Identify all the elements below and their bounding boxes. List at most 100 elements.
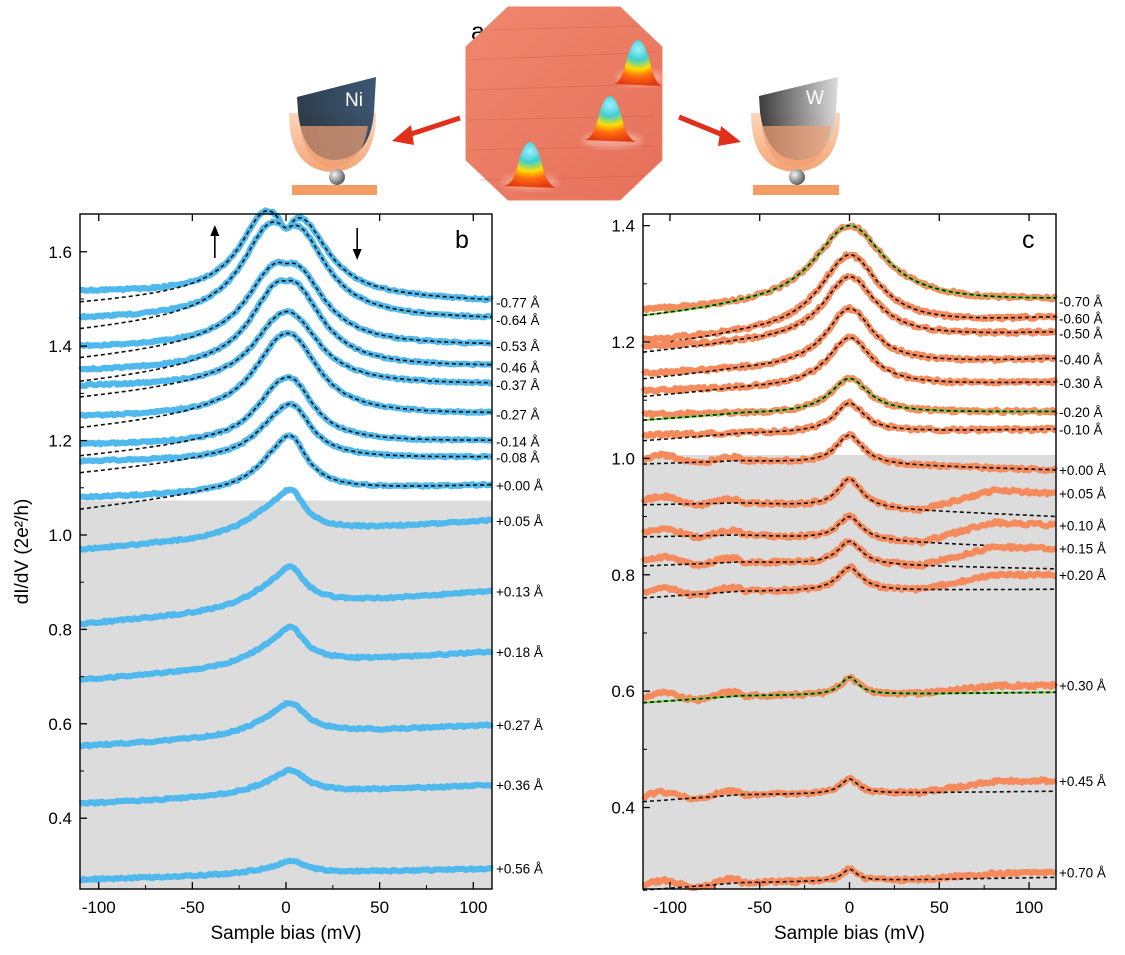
series-label-c-10: +0.15 Å xyxy=(1059,542,1106,557)
y-tick-label-c: 1.0 xyxy=(611,449,635,468)
adatom-peak-bottom xyxy=(504,142,556,188)
y-axis-title-b: dI/dV (2e²/h) xyxy=(12,499,33,605)
y-tick-label-b: 1.6 xyxy=(48,243,72,262)
substrate-right xyxy=(753,185,839,195)
y-tick-label-c: 1.4 xyxy=(611,217,635,236)
series-label-c-5: -0.20 Å xyxy=(1059,405,1103,420)
x-tick-label-b--50: -50 xyxy=(180,898,205,917)
curve-b-14 xyxy=(78,857,494,884)
series-label-c-1: -0.60 Å xyxy=(1059,312,1103,327)
y-tick-label-b: 1.0 xyxy=(48,526,72,545)
curve-c-8 xyxy=(640,476,1058,514)
series-label-c-9: +0.10 Å xyxy=(1059,518,1106,533)
y-tick-label-c: 0.4 xyxy=(611,799,635,818)
panel-b-chart: -0.77 Å -0.64 Å -0.53 Å -0.46 Å -0.37 Å -0.27… xyxy=(12,207,543,944)
y-tick-label-b: 0.4 xyxy=(48,809,72,828)
curve-b-11 xyxy=(78,623,494,684)
series-label-b-7: -0.08 Å xyxy=(496,451,540,466)
x-axis-title-b: Sample bias (mV) xyxy=(211,923,362,944)
curve-c-7 xyxy=(641,431,1059,475)
series-label-c-4: -0.30 Å xyxy=(1059,376,1103,391)
curve-b-12 xyxy=(78,700,495,750)
curve-b-0 xyxy=(78,207,494,304)
fit-c-4 xyxy=(642,336,1056,398)
series-label-c-13: +0.45 Å xyxy=(1059,774,1106,789)
x-tick-label-c-50: 50 xyxy=(930,898,949,917)
y-tick-label-c: 0.6 xyxy=(611,682,635,701)
series-label-b-2: -0.53 Å xyxy=(496,339,540,354)
series-label-c-8: +0.05 Å xyxy=(1059,486,1106,501)
series-label-b-14: +0.56 Å xyxy=(496,862,543,877)
curve-c-0 xyxy=(641,222,1059,314)
curve-c-13 xyxy=(641,775,1058,803)
y-tick-label-b: 0.6 xyxy=(48,715,72,734)
ni-tip-schematic: Ni xyxy=(289,77,461,195)
adatom-peak-top xyxy=(614,40,662,86)
curve-b-10 xyxy=(78,563,494,628)
series-label-b-10: +0.13 Å xyxy=(496,585,543,600)
series-label-b-13: +0.36 Å xyxy=(496,778,543,793)
x-tick-label-b--100: -100 xyxy=(82,898,116,917)
y-tick-label-b: 0.8 xyxy=(48,620,72,639)
ni-tip-label: Ni xyxy=(345,90,363,111)
x-tick-label-c-0: 0 xyxy=(845,898,854,917)
series-label-c-11: +0.20 Å xyxy=(1059,568,1106,583)
highlight-fit-c-5 xyxy=(642,377,1056,422)
fit-c-13 xyxy=(642,778,1056,803)
stm-topograph xyxy=(465,6,664,201)
series-label-b-5: -0.27 Å xyxy=(496,408,540,423)
adatom-peak-middle xyxy=(584,96,636,142)
curve-b-6 xyxy=(78,374,494,448)
shaded-region-b xyxy=(80,500,492,889)
x-tick-label-c--50: -50 xyxy=(747,898,772,917)
y-tick-label-c: 0.8 xyxy=(611,566,635,585)
x-tick-label-b-0: 0 xyxy=(281,898,290,917)
curve-c-9 xyxy=(640,512,1058,547)
panel-letter-c: c xyxy=(1022,226,1035,254)
series-label-c-7: +0.00 Å xyxy=(1059,463,1106,478)
fit-c-2 xyxy=(642,275,1056,353)
adatom-ball-left xyxy=(329,169,345,185)
fit-b-8 xyxy=(79,434,493,510)
fit-b-0 xyxy=(79,209,493,303)
series-label-b-0: -0.77 Å xyxy=(496,295,540,310)
series-label-b-8: +0.00 Å xyxy=(496,478,543,493)
curve-b-9 xyxy=(78,486,494,553)
series-label-c-14: +0.70 Å xyxy=(1059,866,1106,881)
y-tick-label-b: 1.2 xyxy=(48,432,72,451)
fit-b-1 xyxy=(79,221,492,330)
fit-c-0 xyxy=(642,224,1056,317)
series-label-b-4: -0.37 Å xyxy=(496,378,540,393)
curve-b-1 xyxy=(78,218,494,321)
y-tick-label-b: 1.4 xyxy=(48,337,72,356)
fit-c-6 xyxy=(642,402,1056,442)
adatom-ball-right xyxy=(789,169,805,185)
panel-letter-b: b xyxy=(455,226,469,254)
fit-c-3 xyxy=(642,307,1056,380)
curve-b-3 xyxy=(78,276,494,373)
x-tick-label-b-100: 100 xyxy=(459,898,487,917)
fit-b-2 xyxy=(79,261,493,359)
series-label-b-9: +0.05 Å xyxy=(496,514,543,529)
fit-c-12 xyxy=(642,676,1056,704)
substrate-left xyxy=(292,185,377,195)
series-label-b-11: +0.18 Å xyxy=(496,645,543,660)
series-label-b-6: -0.14 Å xyxy=(496,435,540,450)
series-label-c-3: -0.40 Å xyxy=(1059,352,1103,367)
fit-c-11 xyxy=(642,566,1056,599)
down-arrow-icon xyxy=(352,249,362,260)
x-tick-label-c-100: 100 xyxy=(1015,898,1043,917)
series-label-b-12: +0.27 Å xyxy=(496,718,543,733)
series-label-c-2: -0.50 Å xyxy=(1059,326,1103,341)
curve-c-3 xyxy=(640,303,1058,377)
panel-a: a Ni xyxy=(289,6,840,201)
arrow-right-icon xyxy=(718,126,741,146)
curve-c-1 xyxy=(641,251,1059,344)
arrow-left-icon xyxy=(392,125,414,145)
up-arrow-icon xyxy=(210,225,220,236)
w-tip-schematic: W xyxy=(678,77,840,195)
curve-b-13 xyxy=(78,766,494,807)
fit-c-10 xyxy=(643,540,1056,570)
fit-b-7 xyxy=(79,403,493,474)
